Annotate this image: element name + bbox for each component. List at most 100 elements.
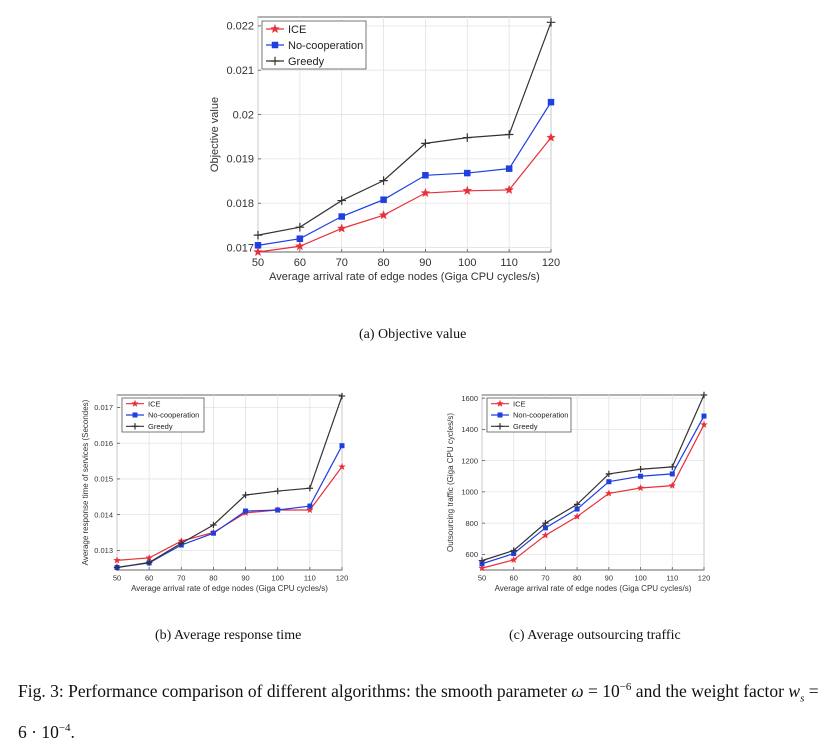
data-point [253,230,263,240]
data-point [178,540,185,547]
x-tick-label: 50 [478,574,486,583]
x-tick-label: 50 [113,574,121,583]
data-point [379,176,388,185]
legend-marker [131,423,139,430]
caption-c: (c) Average outsourcing traffic [509,628,681,643]
data-point [605,470,613,478]
x-tick-label: 110 [666,574,678,583]
data-point [210,530,216,536]
x-tick-label: 110 [500,257,518,269]
series-line-non-cooperation [481,415,705,565]
x-tick-label: 90 [241,574,249,583]
y-tick-label: 0.02 [233,109,254,121]
data-point [478,564,486,572]
data-point [337,196,346,205]
legend-marker [131,399,139,407]
y-tick-label: 1000 [461,488,478,497]
data-point [542,519,549,527]
data-point [505,165,513,172]
data-point [336,223,347,233]
x-tick-label: 120 [698,574,711,583]
data-point [275,507,281,513]
x-axis-label: Average arrival rate of edge nodes (Giga… [495,584,692,593]
legend-label: ICE [513,399,526,408]
figure-text: Performance comparison of different algo… [68,680,567,701]
figure-label: Fig. 3: [18,680,64,701]
x-tick-label: 100 [271,574,284,583]
omega-symbol: ω [571,680,584,701]
data-point [700,420,708,428]
data-point [636,484,645,492]
omega-value: = 10 [587,680,620,701]
data-point [701,413,707,419]
y-tick-label: 0.022 [226,21,254,33]
figure-text-and: and the weight factor [635,680,784,701]
y-tick-label: 1200 [461,456,478,465]
data-point [145,559,153,566]
x-tick-label: 120 [336,574,349,583]
series-line-ice [257,137,552,253]
data-point [242,491,249,499]
y-axis-label: Average response time of services (Secon… [81,399,90,565]
data-point [306,485,314,492]
data-point [380,196,387,203]
data-point [422,172,429,179]
data-point [605,489,613,497]
y-tick-label: 0.017 [226,242,254,254]
data-point [463,133,472,142]
x-tick-label: 90 [419,257,431,269]
y-tick-label: 0.019 [226,154,254,166]
x-tick-label: 110 [304,574,316,583]
data-point [573,512,581,520]
series-line-greedy [257,22,552,236]
data-point [145,553,153,562]
data-point [274,487,281,495]
series-line-greedy [116,395,343,569]
x-tick-label: 100 [634,574,647,583]
y-tick-label: 1400 [461,425,478,434]
caption-a: (a) Objective value [359,327,467,342]
series-line-ice [481,424,705,569]
data-point [462,185,473,195]
data-point [339,443,345,449]
legend-marker [496,399,504,407]
y-tick-label: 600 [465,550,478,559]
data-point [378,210,389,220]
y-tick-label: 0.014 [94,510,113,519]
series-line-no-cooperation [257,101,552,246]
x-tick-label: 100 [458,257,476,269]
data-point [421,139,430,148]
y-tick-label: 800 [465,519,478,528]
data-point [573,501,581,508]
legend-label: No-cooperation [288,40,363,52]
weight-exponent: −4 [58,722,71,735]
legend-label: Greedy [148,422,173,431]
x-tick-label: 120 [542,257,560,269]
x-tick-label: 90 [605,574,613,583]
data-point [504,130,514,139]
weight-symbol: w [788,680,801,701]
data-point [509,555,518,564]
data-point [669,463,676,471]
x-tick-label: 60 [294,257,306,269]
legend-marker [496,423,504,430]
data-point [338,392,346,400]
legend-label: Greedy [288,56,325,68]
data-point [295,241,305,251]
data-point [606,479,612,485]
y-tick-label: 0.015 [94,475,113,484]
data-point [700,391,708,399]
legend-label: No-cooperation [148,411,199,420]
data-point [547,98,555,106]
data-point [638,473,644,479]
legend-marker [497,412,503,418]
data-point [546,132,556,142]
legend-marker [270,56,280,66]
y-tick-label: 0.013 [94,546,113,555]
x-tick-label: 70 [541,574,549,583]
y-tick-label: 0.017 [94,403,113,412]
data-point [541,531,550,539]
y-tick-label: 0.018 [226,198,254,210]
x-tick-label: 70 [336,257,348,269]
